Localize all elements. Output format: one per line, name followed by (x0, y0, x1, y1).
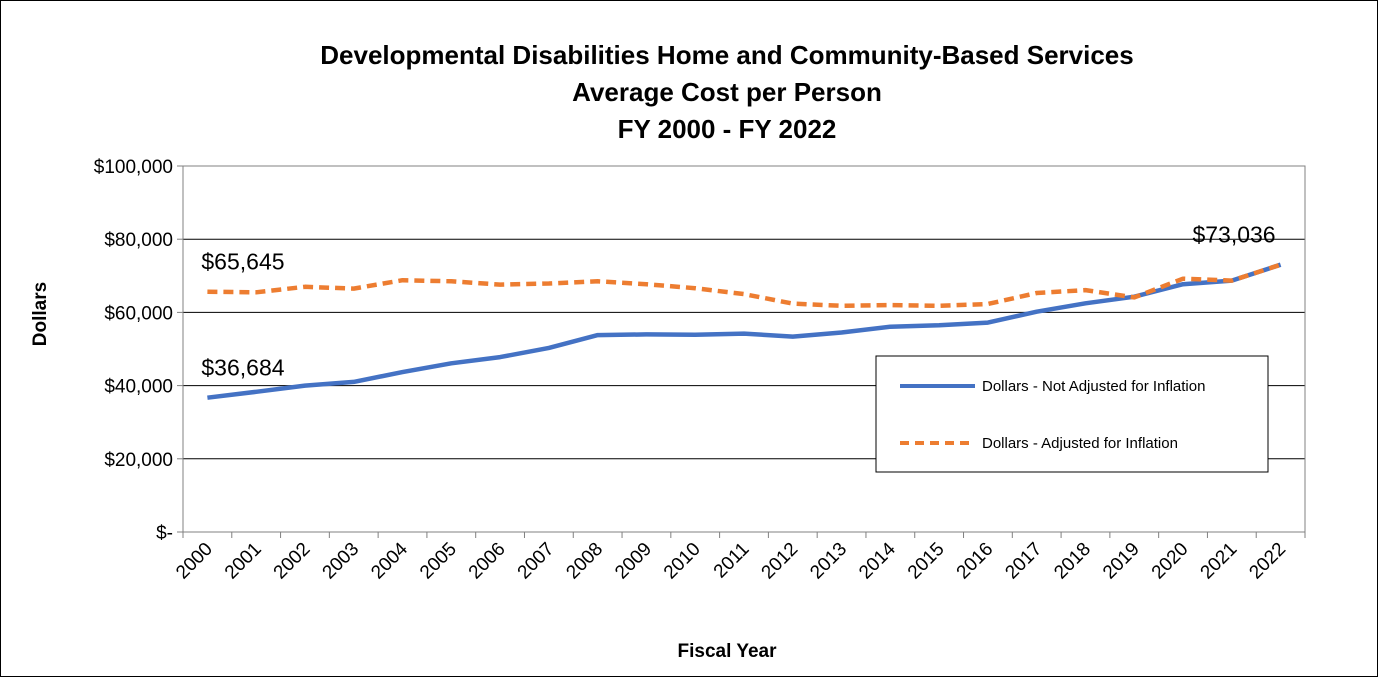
y-axis-ticks: $- $20,000 $40,000 $60,000 $80,000 $100,000 (94, 157, 183, 544)
y-tick-label: $40,000 (104, 377, 173, 398)
legend-label-adjusted: Dollars - Adjusted for Inflation (982, 435, 1178, 452)
legend-box (875, 355, 1269, 473)
y-tick-label: $60,000 (104, 303, 173, 324)
series-line-adjusted (207, 262, 1282, 309)
chart-title-line-2: Average Cost per Person (572, 77, 882, 107)
data-label: $65,645 (201, 249, 284, 275)
data-label: $36,684 (201, 355, 284, 381)
x-axis-title: Fiscal Year (678, 641, 778, 662)
series-lines (207, 262, 1282, 400)
y-tick-label: $80,000 (104, 230, 173, 251)
legend: Dollars - Not Adjusted for Inflation Dol… (875, 355, 1269, 473)
chart-title-line-3: FY 2000 - FY 2022 (618, 114, 837, 144)
legend-label-not-adjusted: Dollars - Not Adjusted for Inflation (982, 378, 1205, 395)
data-label: $73,036 (1192, 222, 1275, 248)
chart-title-line-1: Developmental Disabilities Home and Comm… (320, 40, 1133, 70)
y-axis-title: Dollars (30, 282, 51, 346)
series-line-not-adjusted (207, 262, 1282, 400)
data-labels: $65,645 $36,684 $73,036 (201, 222, 1275, 381)
y-tick-label: $20,000 (104, 450, 173, 471)
y-tick-label: $- (156, 523, 173, 544)
plot-area-border (182, 165, 1306, 533)
y-tick-label: $100,000 (94, 157, 173, 178)
